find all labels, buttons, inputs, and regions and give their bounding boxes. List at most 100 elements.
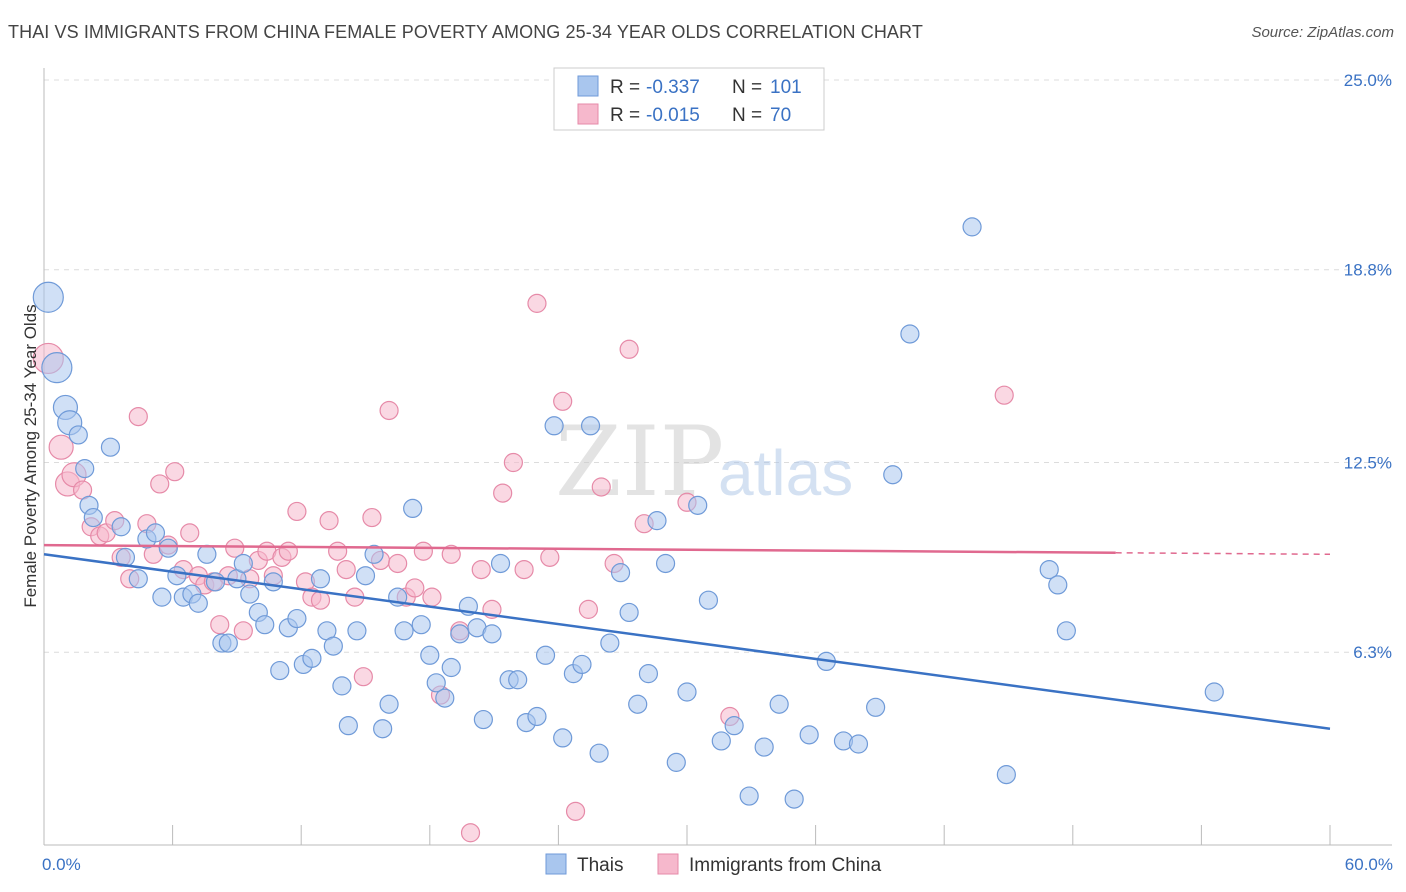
thais-point-56: [473, 709, 493, 730]
china-point-18: [180, 523, 200, 543]
china-point-32: [287, 501, 307, 522]
thais-point-77: [666, 752, 686, 772]
china-point-47: [413, 541, 433, 561]
y-tick-label-3: 25.0%: [1344, 71, 1392, 90]
thais-point-75: [647, 511, 667, 531]
thais-point-49: [420, 645, 440, 665]
thais-point-74: [638, 664, 659, 684]
legend-n-label-1: N =: [732, 77, 762, 98]
thais-point-8: [100, 437, 121, 457]
thais-point-98: [1056, 621, 1076, 641]
thais-point-96: [1039, 559, 1059, 580]
thais-point-1: [41, 352, 73, 384]
thais-point-52: [441, 657, 461, 678]
thais-point-23: [218, 633, 238, 653]
legend-swatch-pink: [577, 103, 599, 125]
thais-point-87: [799, 725, 819, 745]
china-point-62: [578, 599, 599, 619]
thais-point-47: [403, 498, 423, 518]
thais-point-46: [394, 621, 414, 641]
thais-point-73: [628, 694, 648, 714]
thais-point-64: [544, 416, 564, 436]
trend-line-china-extension: [1115, 552, 1331, 556]
thais-point-62: [527, 706, 547, 727]
china-point-40: [353, 667, 373, 687]
trend-lines: [43, 543, 1331, 730]
bottom-legend-label-china: Immigrants from China: [689, 855, 882, 876]
bottom-legend-swatch-thais: [545, 853, 567, 875]
thais-point-84: [754, 737, 774, 757]
legend-n-value-2: 70: [770, 105, 791, 126]
y-tick-label-1: 12.5%: [1344, 454, 1392, 473]
legend-n-value-1: 101: [770, 77, 802, 98]
thais-point-86: [784, 789, 804, 809]
bottom-legend-label-thais: Thais: [577, 855, 623, 876]
china-point-57: [514, 559, 534, 580]
y-tick-label-2: 18.8%: [1344, 261, 1392, 280]
thais-point-44: [379, 694, 399, 714]
thais-point-81: [711, 731, 731, 751]
china-point-60: [553, 391, 573, 411]
thais-point-90: [848, 734, 869, 754]
thais-point-93: [900, 324, 920, 344]
x-tick-label-0: 0.0%: [42, 855, 81, 874]
thais-point-19: [188, 593, 208, 613]
legend-n-label-2: N =: [732, 105, 762, 126]
thais-point-94: [962, 217, 982, 237]
china-point-69: [994, 385, 1014, 405]
series-thais: [32, 217, 1224, 809]
thais-point-39: [338, 716, 358, 736]
thais-point-83: [739, 786, 759, 806]
bottom-legend-swatch-china: [657, 853, 679, 875]
chart-title: THAI VS IMMIGRANTS FROM CHINA FEMALE POV…: [8, 22, 923, 42]
china-point-50: [441, 544, 461, 564]
thais-point-70: [600, 633, 620, 653]
china-point-61: [565, 801, 586, 821]
china-point-36: [319, 511, 339, 531]
thais-point-58: [490, 553, 511, 574]
thais-point-50: [426, 673, 446, 693]
china-point-56: [503, 452, 523, 473]
thais-point-71: [610, 563, 631, 583]
thais-point-26: [240, 584, 260, 604]
thais-point-43: [373, 719, 393, 739]
china-point-55: [493, 483, 513, 503]
thais-point-99: [1204, 682, 1224, 702]
thais-point-38: [332, 676, 352, 696]
china-point-65: [619, 339, 639, 359]
thais-point-68: [580, 416, 601, 436]
trend-line-thais: [43, 553, 1331, 730]
y-tick-labels: 6.3% 12.5% 18.8% 25.0%: [1344, 71, 1392, 662]
grid-lines: [44, 79, 1392, 653]
china-point-25: [233, 621, 253, 641]
thais-point-79: [688, 495, 708, 515]
thais-point-91: [866, 697, 886, 717]
thais-point-78: [677, 682, 697, 702]
thais-point-29: [263, 572, 283, 592]
watermark-atlas: atlas: [718, 437, 853, 509]
bottom-legend: Thais Immigrants from China: [545, 853, 882, 876]
china-point-44: [388, 553, 408, 574]
thais-point-4: [68, 425, 88, 445]
china-point-22: [210, 615, 230, 635]
thais-point-5: [75, 459, 95, 479]
thais-point-97: [1048, 575, 1068, 595]
x-tick-labels: 0.0% 60.0%: [42, 855, 1393, 874]
thais-point-82: [724, 716, 744, 736]
thais-point-35: [310, 569, 331, 589]
china-point-38: [336, 559, 356, 580]
thais-point-0: [32, 281, 64, 313]
thais-point-34: [302, 648, 322, 668]
thais-point-28: [255, 615, 275, 635]
thais-point-85: [769, 694, 789, 714]
thais-point-76: [655, 553, 676, 574]
china-point-43: [379, 400, 399, 421]
thais-point-11: [128, 569, 148, 589]
china-point-37: [328, 541, 348, 561]
china-point-14: [150, 474, 170, 494]
thais-point-72: [619, 602, 639, 623]
legend-r-value-2: -0.015: [646, 105, 700, 126]
thais-point-63: [535, 645, 556, 665]
china-point-11: [128, 407, 148, 427]
